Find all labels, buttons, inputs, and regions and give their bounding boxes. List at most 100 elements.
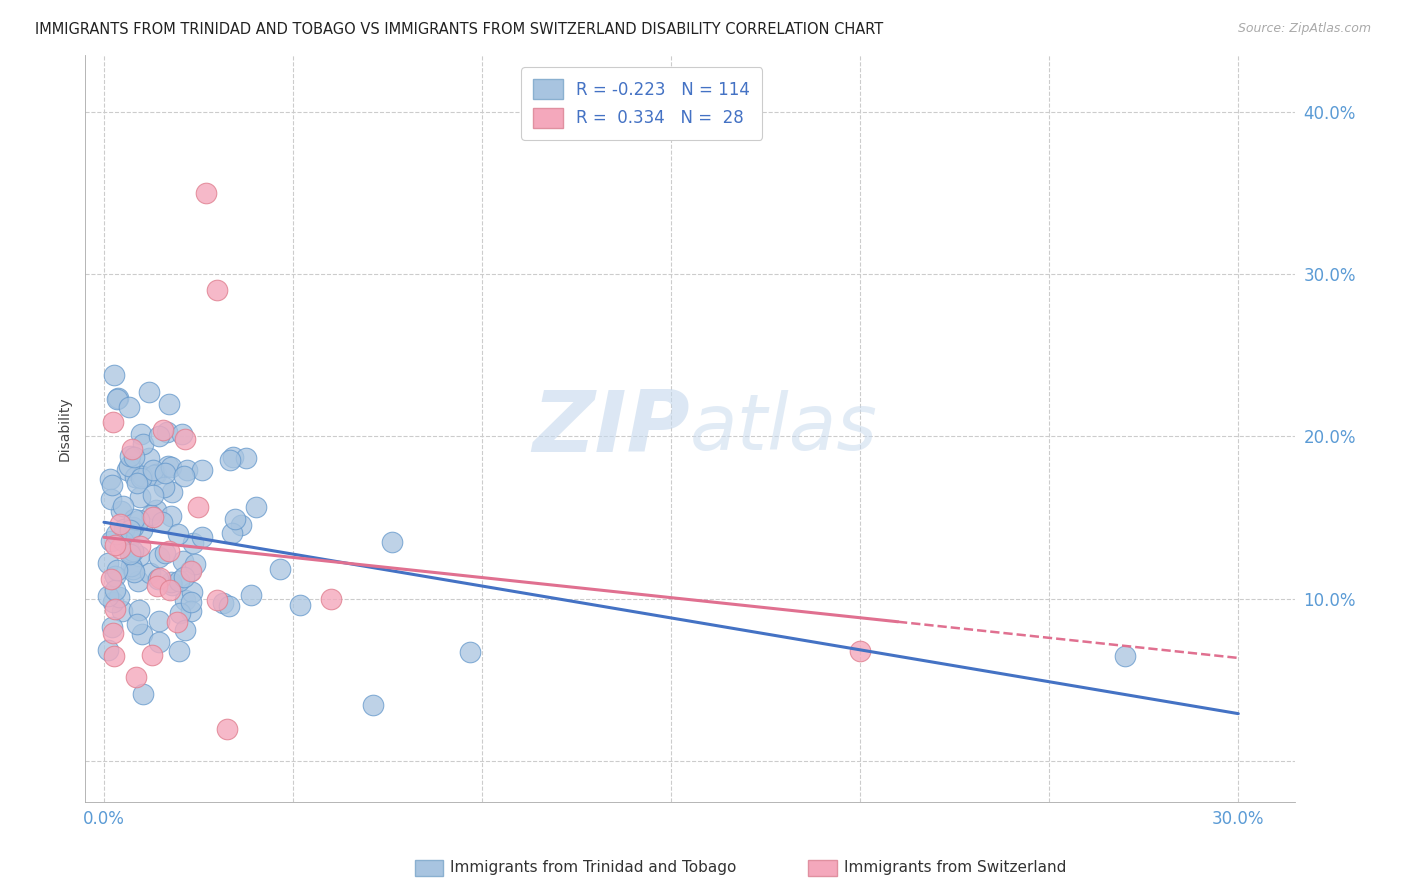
- Point: [245, 500, 267, 514]
- Point: [235, 451, 257, 466]
- Point: [240, 588, 263, 602]
- Point: [131, 469, 153, 483]
- Point: [167, 644, 190, 658]
- Point: [142, 463, 165, 477]
- Point: [98, 472, 121, 486]
- Point: [118, 400, 141, 414]
- Point: [224, 512, 246, 526]
- Point: [180, 595, 202, 609]
- Point: [142, 509, 165, 524]
- Point: [159, 582, 181, 597]
- Point: [120, 449, 142, 463]
- Point: [160, 459, 183, 474]
- Point: [141, 648, 163, 662]
- Point: [157, 544, 180, 558]
- Point: [122, 565, 145, 579]
- Point: [101, 415, 124, 429]
- Point: [128, 539, 150, 553]
- Point: [100, 491, 122, 506]
- Point: [122, 450, 145, 464]
- Point: [148, 634, 170, 648]
- Point: [145, 579, 167, 593]
- Point: [115, 463, 138, 477]
- Point: [104, 538, 127, 552]
- Point: [121, 544, 143, 558]
- Point: [138, 384, 160, 399]
- Point: [170, 426, 193, 441]
- Point: [148, 614, 170, 628]
- Point: [458, 644, 481, 658]
- Point: [184, 557, 207, 571]
- Text: atlas: atlas: [690, 391, 877, 467]
- Point: [141, 508, 163, 523]
- Point: [125, 669, 148, 683]
- Point: [131, 627, 153, 641]
- Point: [207, 284, 229, 298]
- Point: [157, 397, 180, 411]
- Point: [111, 499, 134, 513]
- Point: [127, 574, 149, 588]
- Point: [100, 572, 122, 586]
- Point: [142, 468, 165, 483]
- Point: [155, 467, 177, 481]
- Point: [100, 477, 122, 491]
- Point: [169, 574, 191, 588]
- Point: [103, 648, 125, 663]
- Point: [108, 541, 131, 555]
- Point: [174, 624, 197, 638]
- Point: [173, 432, 195, 446]
- Point: [112, 522, 135, 536]
- Point: [181, 536, 204, 550]
- Point: [128, 602, 150, 616]
- Point: [142, 488, 165, 502]
- Point: [110, 604, 132, 618]
- Point: [118, 532, 141, 546]
- Point: [149, 570, 172, 584]
- Point: [124, 469, 146, 483]
- Point: [118, 544, 141, 558]
- Point: [174, 593, 197, 607]
- Point: [104, 568, 127, 582]
- Point: [207, 593, 229, 607]
- Point: [122, 512, 145, 526]
- Point: [148, 429, 170, 443]
- Point: [101, 595, 124, 609]
- Text: IMMIGRANTS FROM TRINIDAD AND TOBAGO VS IMMIGRANTS FROM SWITZERLAND DISABILITY CO: IMMIGRANTS FROM TRINIDAD AND TOBAGO VS I…: [35, 22, 883, 37]
- Point: [131, 687, 153, 701]
- Point: [121, 562, 143, 576]
- Point: [176, 463, 198, 477]
- Point: [229, 518, 252, 533]
- Point: [148, 549, 170, 564]
- Point: [117, 530, 139, 544]
- Legend: R = -0.223   N = 114, R =  0.334   N =  28: R = -0.223 N = 114, R = 0.334 N = 28: [522, 67, 762, 139]
- Point: [104, 527, 127, 541]
- Point: [195, 186, 218, 200]
- Point: [381, 535, 404, 549]
- Point: [150, 515, 173, 529]
- Point: [129, 471, 152, 485]
- Point: [173, 570, 195, 584]
- Point: [157, 458, 180, 473]
- Point: [108, 517, 131, 532]
- Point: [97, 556, 120, 570]
- Point: [103, 368, 125, 382]
- Point: [215, 722, 238, 736]
- Point: [179, 564, 201, 578]
- Point: [180, 585, 202, 599]
- Point: [131, 427, 153, 442]
- Point: [118, 547, 141, 561]
- Point: [218, 453, 240, 467]
- Point: [191, 463, 214, 477]
- Point: [121, 520, 143, 534]
- Point: [125, 616, 148, 631]
- Point: [97, 590, 120, 604]
- Point: [127, 475, 149, 490]
- Point: [166, 526, 188, 541]
- Point: [105, 392, 128, 407]
- Point: [103, 626, 125, 640]
- Point: [120, 524, 142, 538]
- Y-axis label: Disability: Disability: [58, 396, 72, 460]
- Point: [159, 509, 181, 524]
- Point: [107, 392, 129, 406]
- Point: [173, 469, 195, 483]
